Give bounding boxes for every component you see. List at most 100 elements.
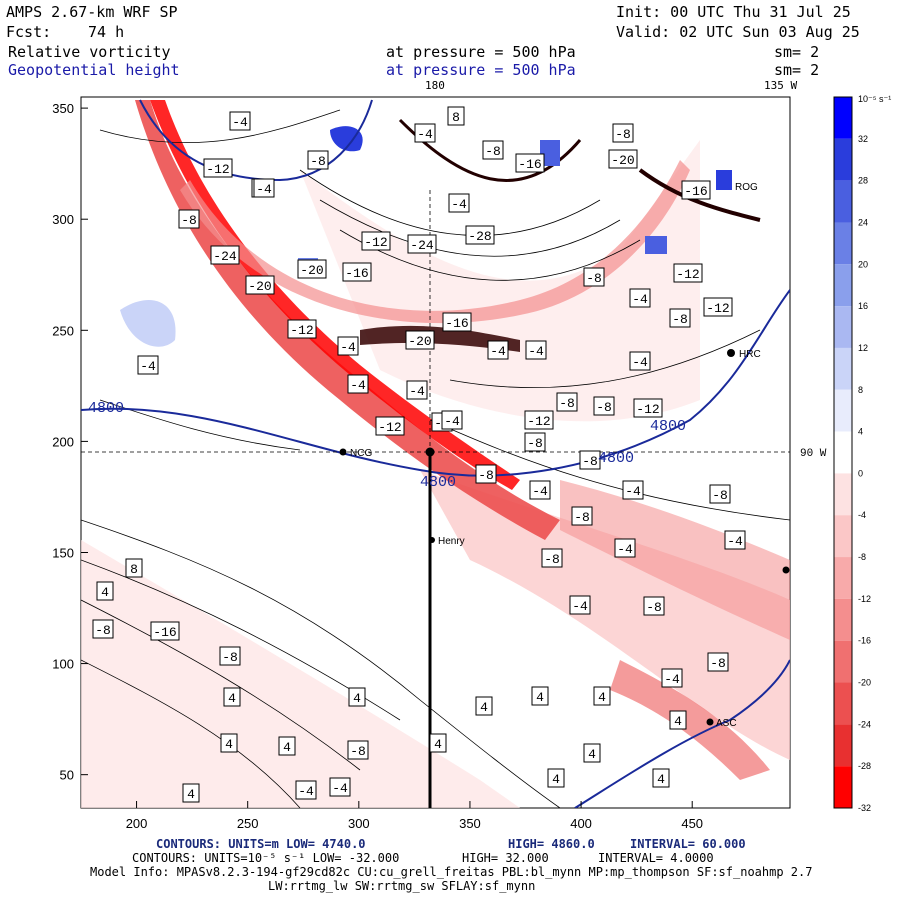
station-label: Henry	[438, 536, 465, 547]
filament-northeast	[638, 168, 761, 222]
colorbar-label: -32	[858, 803, 871, 813]
field2-smoothing: sm= 2	[774, 61, 820, 79]
colorbar-label: 24	[858, 217, 868, 227]
svg-text:-8: -8	[181, 213, 197, 228]
x-axis: 200 250 300 350 400 450	[126, 801, 703, 831]
vorticity-contour-label: -4	[448, 193, 470, 213]
vorticity-contour-label: 8	[125, 558, 143, 578]
init-time: Init: 00 UTC Thu 31 Jul 25	[616, 3, 851, 21]
svg-text:-20: -20	[300, 263, 323, 278]
positive-vorticity-patch	[120, 300, 176, 347]
vorticity-contour-label: -28	[465, 225, 495, 245]
svg-text:-4: -4	[140, 359, 156, 374]
colorbar-units: 10⁻⁵ s⁻¹	[858, 94, 891, 104]
svg-text:-8: -8	[222, 650, 238, 665]
positive-vorticity-patch	[645, 236, 667, 254]
vorticity-contour-label: 4	[220, 733, 238, 753]
vorticity-contour-label: -8	[347, 740, 369, 760]
vorticity-contour-label: -4	[253, 178, 275, 198]
positive-vorticity-patch	[716, 170, 732, 190]
svg-text:-8: -8	[582, 454, 598, 469]
vorticity-contour-label: 4	[583, 743, 601, 763]
height-contour-south	[574, 659, 790, 808]
y-tick-label: 50	[60, 768, 74, 783]
x-tick-label: 200	[126, 816, 148, 831]
field2-level: at pressure = 500 hPa	[386, 61, 576, 79]
vorticity-contour-label: -8	[475, 464, 497, 484]
vorticity-contour-label: -20	[405, 330, 435, 350]
colorbar-swatch	[834, 306, 852, 348]
station-label: ROG	[735, 182, 758, 193]
svg-text:-4: -4	[727, 534, 743, 549]
vorticity-contour-label: -4	[661, 668, 683, 688]
svg-text:-8: -8	[712, 488, 728, 503]
vorticity-contour-label: 4	[429, 733, 447, 753]
vorticity-contour-label: -4	[337, 336, 359, 356]
svg-text:-4: -4	[451, 197, 467, 212]
svg-text:-8: -8	[710, 656, 726, 671]
svg-text:-12: -12	[636, 402, 659, 417]
vorticity-contour-label: -8	[669, 308, 691, 328]
height-label: 4800	[420, 474, 456, 491]
vorticity-contour-label: -4	[724, 530, 746, 550]
colorbar-label: -8	[858, 552, 866, 562]
colorbar-label: 4	[858, 427, 863, 437]
vorticity-contour-label: -8	[593, 396, 615, 416]
station-asc	[706, 718, 714, 726]
svg-text:-4: -4	[417, 127, 433, 142]
svg-text:-20: -20	[408, 334, 431, 349]
svg-text:-8: -8	[646, 600, 662, 615]
vorticity-contour-label: -4	[629, 351, 651, 371]
svg-text:-4: -4	[256, 182, 272, 197]
colorbar-label: 12	[858, 343, 868, 353]
colorbar-swatch	[834, 264, 852, 307]
vorticity-contour-label: 4	[652, 768, 670, 788]
y-tick-label: 150	[52, 545, 74, 560]
vorticity-contour-label: -12	[287, 319, 317, 339]
vorticity-contour-label: -8	[571, 506, 593, 526]
svg-text:-4: -4	[625, 484, 641, 499]
vorticity-contour-label: -8	[707, 652, 729, 672]
svg-text:-8: -8	[485, 144, 501, 159]
negative-vorticity-region-sw	[81, 540, 520, 808]
colorbar-swatch	[834, 138, 852, 181]
colorbar-label: 8	[858, 385, 863, 395]
svg-text:-4: -4	[409, 384, 425, 399]
svg-text:-12: -12	[206, 162, 229, 177]
vorticity-contour-label: 4	[475, 696, 493, 716]
y-tick-label: 250	[52, 323, 74, 338]
footer-model-info-2: LW:rrtmg_lw SW:rrtmg_sw SFLAY:sf_mynn	[268, 879, 536, 893]
svg-text:-4: -4	[528, 344, 544, 359]
colorbar-frame	[833, 96, 853, 809]
vorticity-contour-label: 4	[182, 783, 200, 803]
svg-text:4: 4	[434, 737, 442, 752]
vorticity-contour-label: -4	[295, 780, 317, 800]
footer-vorticity-contours: CONTOURS: UNITS=10⁻⁵ s⁻¹ LOW= -32.000 HI…	[132, 851, 714, 865]
vorticity-contour-label: -8	[219, 646, 241, 666]
svg-text:-4: -4	[572, 599, 588, 614]
svg-text:-16: -16	[153, 625, 176, 640]
svg-text:4: 4	[552, 772, 560, 787]
y-tick-label: 200	[52, 434, 74, 449]
valid-time: Valid: 02 UTC Sun 03 Aug 25	[616, 23, 860, 41]
svg-text:-20: -20	[611, 153, 634, 168]
colorbar-swatch	[834, 557, 852, 599]
vorticity-contour-label: -20	[245, 275, 275, 295]
svg-text:4: 4	[657, 772, 665, 787]
y-tick-label: 350	[52, 101, 74, 116]
colorbar-swatch	[834, 97, 852, 139]
vorticity-contour-label: -4	[329, 777, 351, 797]
vorticity-contour-label: -4	[525, 340, 547, 360]
vorticity-contour-label: -12	[524, 410, 554, 430]
colorbar-label: -20	[858, 678, 871, 688]
vorticity-contour-label: -16	[150, 621, 180, 641]
height-label: 4800	[598, 450, 634, 467]
vorticity-contour-label: -4	[614, 538, 636, 558]
colorbar-swatch	[834, 598, 852, 641]
vorticity-contour-label: -4	[622, 480, 644, 500]
station-east	[782, 566, 790, 574]
colorbar-swatch	[834, 724, 852, 767]
svg-text:4: 4	[225, 737, 233, 752]
svg-text:-24: -24	[213, 249, 237, 264]
colorbar-label: 16	[858, 301, 868, 311]
